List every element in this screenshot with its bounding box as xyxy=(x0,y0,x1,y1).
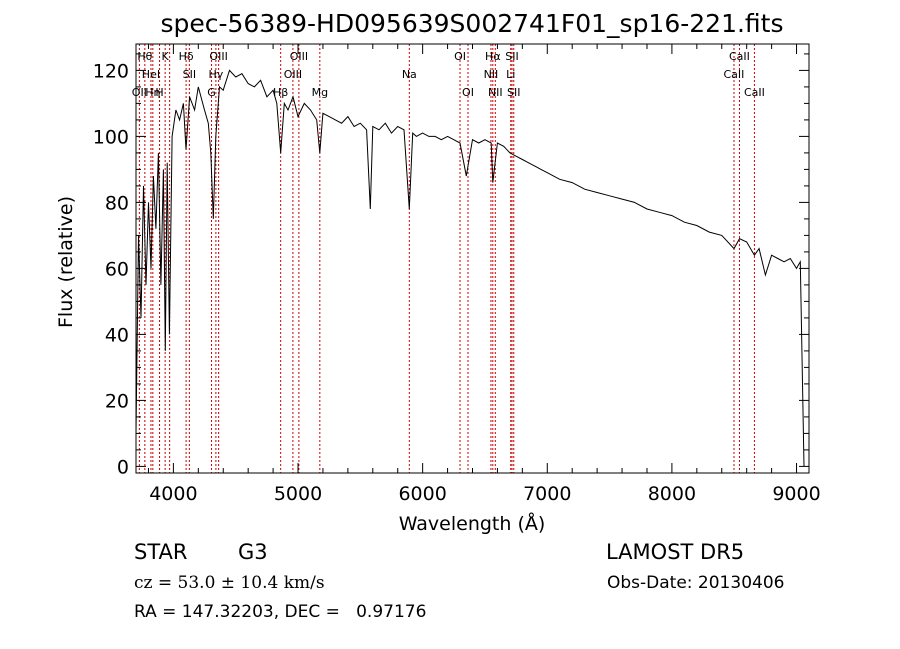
spectral-line-label: CaII xyxy=(744,86,765,99)
spectral-line-label: H xyxy=(155,86,163,99)
spectral-line-label: SII xyxy=(505,50,518,63)
x-tick-label: 9000 xyxy=(772,483,820,505)
y-axis: 0 20 40 60 80 100 120 xyxy=(93,53,809,478)
x-tick-label: 6000 xyxy=(398,483,446,505)
y-tick-label: 20 xyxy=(105,390,129,412)
y-tick-label: 0 xyxy=(117,456,129,478)
spectral-line-label: Hδ xyxy=(179,50,194,63)
spectral-line-label: Hα xyxy=(485,50,501,63)
spectrum-line xyxy=(135,69,805,467)
spectral-line-label: Mg xyxy=(312,86,328,99)
spectral-line-label: OIII xyxy=(209,50,227,63)
spectral-line-label: NII xyxy=(488,86,503,99)
spectral-line-label: Hθ xyxy=(137,50,152,63)
spectral-line-label: Hβ xyxy=(273,86,288,99)
x-axis-label: Wavelength (Å) xyxy=(399,512,546,535)
coordinates-label: RA = 147.32203, DEC = 0.97176 xyxy=(134,602,427,622)
spectral-line-label: Hγ xyxy=(208,68,223,81)
y-tick-label: 100 xyxy=(93,126,129,148)
obs-date-label: Obs-Date: 20130406 xyxy=(607,573,785,593)
y-tick-label: 40 xyxy=(105,324,129,346)
spectral-line-label: Hη xyxy=(145,86,160,99)
x-tick-label: 8000 xyxy=(648,483,696,505)
spectral-line-label: OIII xyxy=(290,50,308,63)
spectral-line-label: SII xyxy=(507,86,520,99)
spectral-line-label: Li xyxy=(506,68,515,81)
spectral-line-label: CaII xyxy=(729,50,750,63)
class-label: STAR xyxy=(134,540,188,564)
y-tick-label: 60 xyxy=(105,258,129,280)
spectral-line-label: OI xyxy=(462,86,474,99)
x-axis: 4000 5000 6000 7000 8000 9000 xyxy=(147,44,821,505)
spectral-line-label: G xyxy=(207,86,216,99)
chart-title: spec-56389-HD095639S002741F01_sp16-221.f… xyxy=(160,9,783,38)
spectral-line-label: HeI xyxy=(142,68,160,81)
spectral-line-label: K xyxy=(162,50,170,63)
redshift-label: cz = 53.0 ± 10.4 km/s xyxy=(134,573,325,593)
spectral-line-label: NII xyxy=(484,68,499,81)
plot-frame xyxy=(135,43,810,474)
y-axis-label: Flux (relative) xyxy=(55,196,77,328)
x-tick-label: 5000 xyxy=(274,483,322,505)
y-tick-label: 120 xyxy=(93,60,129,82)
survey-label: LAMOST DR5 xyxy=(606,540,745,564)
x-tick-label: 4000 xyxy=(149,483,197,505)
spectral-line-label: Na xyxy=(402,68,417,81)
spectral-line-label: OIII xyxy=(284,68,302,81)
y-tick-label: 80 xyxy=(105,192,129,214)
spectral-line-label: SII xyxy=(183,68,196,81)
spectral-line-label: OI xyxy=(454,50,466,63)
subclass-label: G3 xyxy=(238,540,268,564)
x-tick-label: 7000 xyxy=(523,483,571,505)
spectral-line-markers xyxy=(138,44,755,473)
spectral-line-label: CaII xyxy=(724,68,745,81)
